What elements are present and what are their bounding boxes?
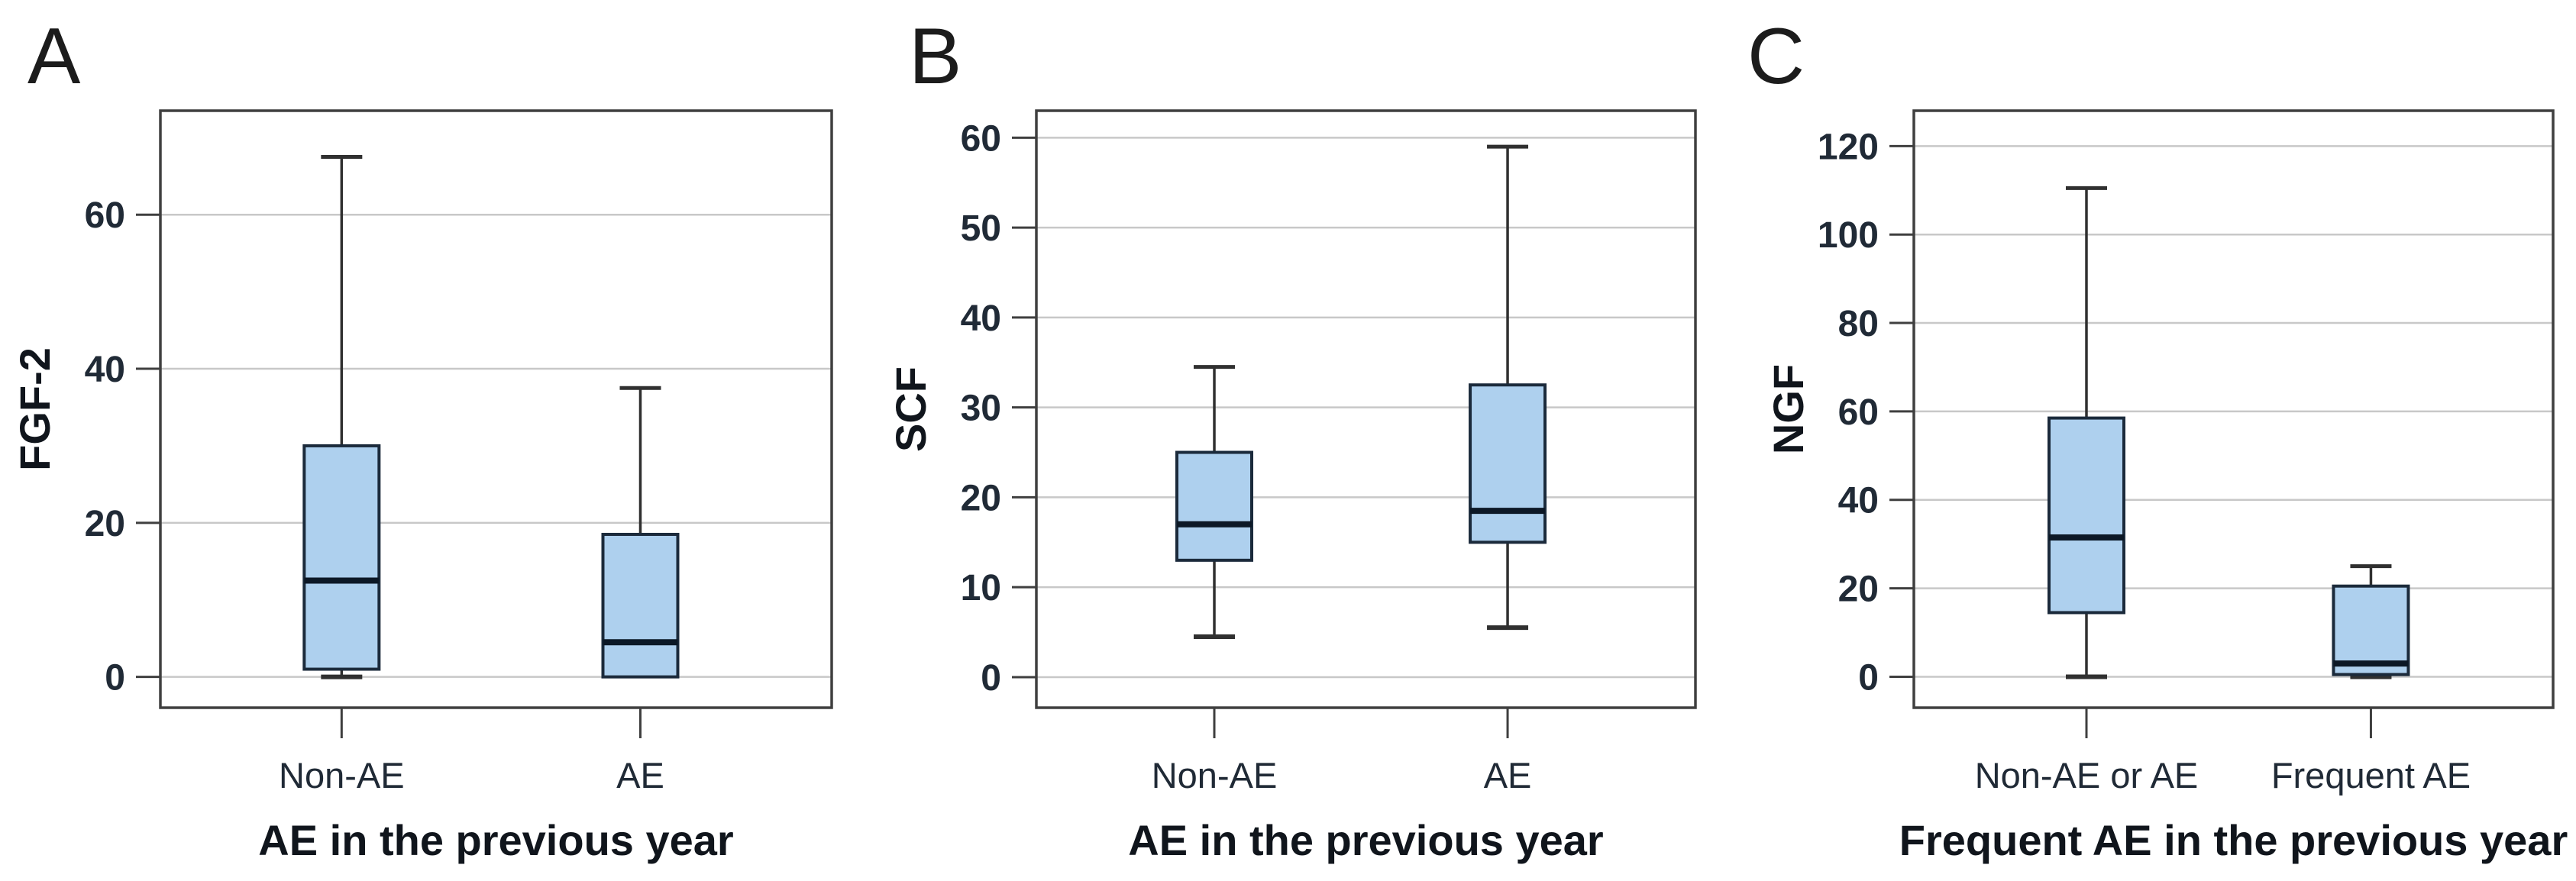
y-tick-label: 100 (1818, 215, 1879, 256)
y-tick-label: 10 (961, 568, 1001, 608)
panel-c-boxplot-chart: 0 20 40 60 80 100 120 NGF Non-AE or AE Frequent A… (1718, 0, 2576, 881)
y-tick-label: 20 (961, 478, 1001, 518)
y-tick-label: 60 (85, 195, 125, 236)
iqr-box (1469, 383, 1547, 544)
boxplot-svg: 0 20 40 60 FGF-2 Non-AE AE AE in the previous y… (11, 109, 833, 864)
category-label: Frequent AE (2271, 755, 2471, 795)
y-tick-label: 60 (961, 118, 1001, 159)
iqr-box (2332, 584, 2410, 676)
y-tick-label: 30 (961, 389, 1001, 429)
panel-c: C 0 20 40 60 80 100 120 NGF Non-AE or AE Frequent… (1718, 0, 2576, 881)
panel-a: A 0 20 40 60 FGF-2 Non-AE AE AE in the previous… (0, 0, 858, 881)
y-axis-label: SCF (887, 366, 935, 452)
panel-b-boxplot-chart: 0 10 20 30 40 50 60 SCF Non-AE AE AE in the previo… (858, 0, 1718, 881)
category-label: Non-AE (279, 755, 405, 795)
y-tick-label: 0 (105, 658, 125, 699)
x-axis-title: AE in the previous year (258, 816, 733, 864)
y-tick-label: 0 (981, 658, 1001, 699)
panel-b: B 0 10 20 30 40 50 60 SCF Non-AE AE AE in the prev… (858, 0, 1718, 881)
panel-c-letter: C (1747, 12, 1805, 101)
y-tick-label: 20 (1838, 570, 1879, 610)
panel-b-letter: B (909, 12, 962, 101)
y-axis-label: NGF (1764, 364, 1812, 454)
iqr-box (302, 444, 381, 671)
x-axis-title: AE in the previous year (1128, 816, 1603, 864)
y-tick-label: 40 (961, 299, 1001, 339)
iqr-box (601, 532, 680, 679)
x-axis-title: Frequent AE in the previous year (1899, 816, 2568, 864)
y-tick-label: 0 (1858, 657, 1879, 698)
y-tick-label: 120 (1818, 127, 1879, 167)
plot-frame (1912, 109, 2555, 709)
y-tick-label: 40 (85, 350, 125, 390)
y-tick-label: 40 (1838, 481, 1879, 521)
y-tick-label: 60 (1838, 392, 1879, 433)
plot-frame (1035, 109, 1697, 709)
iqr-box (1175, 450, 1254, 562)
panel-a-letter: A (27, 12, 81, 101)
boxplot-svg: 0 10 20 30 40 50 60 SCF Non-AE AE AE in the previo… (887, 109, 1697, 864)
iqr-box (2047, 416, 2125, 615)
y-tick-label: 80 (1838, 304, 1879, 344)
category-label: AE (1484, 755, 1532, 795)
panel-a-boxplot-chart: 0 20 40 60 FGF-2 Non-AE AE AE in the previous y… (0, 0, 858, 881)
y-axis-label: FGF-2 (11, 347, 59, 471)
category-label: AE (616, 755, 664, 795)
y-tick-label: 50 (961, 208, 1001, 249)
y-tick-label: 20 (85, 504, 125, 544)
boxplot-svg: 0 20 40 60 80 100 120 NGF Non-AE or AE Frequent A… (1764, 109, 2568, 864)
category-label: Non-AE (1152, 755, 1278, 795)
plot-frame (159, 109, 833, 709)
category-label: Non-AE or AE (1975, 755, 2199, 795)
